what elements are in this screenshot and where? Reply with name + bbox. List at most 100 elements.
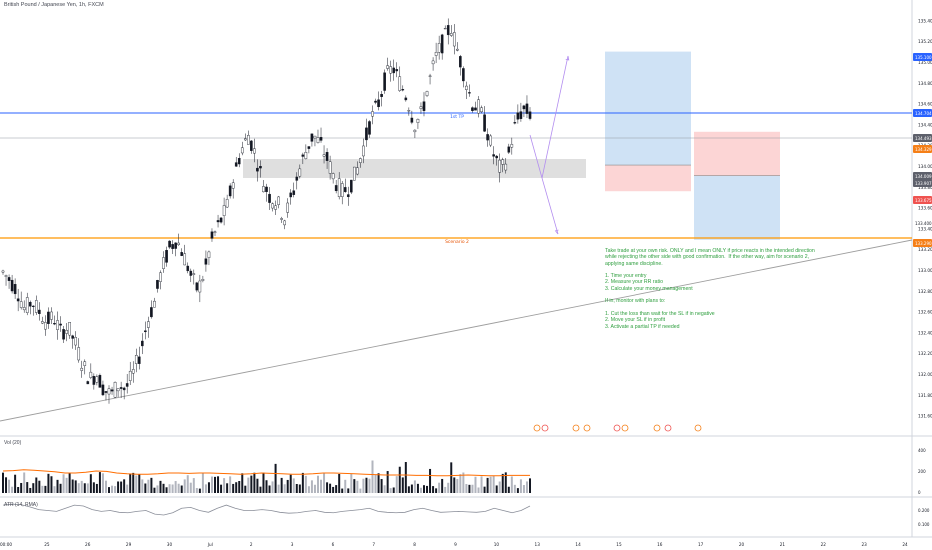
y-tick-label: 135.200	[918, 39, 932, 44]
x-tick-label: 23	[861, 542, 867, 547]
volume-bar	[138, 474, 141, 493]
event-marker-icon	[664, 424, 672, 432]
y-tick-label: 135.400	[918, 18, 932, 23]
candle-body	[74, 337, 77, 346]
volume-bar	[232, 483, 235, 493]
volume-axis-label: 200	[918, 469, 926, 474]
candle-body	[474, 107, 477, 111]
candle-body	[353, 166, 356, 181]
volume-bar	[435, 488, 438, 493]
event-marker-icon	[572, 424, 580, 432]
x-tick-label: 22	[821, 542, 827, 547]
candle-body	[147, 321, 150, 328]
volume-bar	[429, 468, 432, 493]
candle-body	[204, 258, 208, 265]
candle-body	[416, 119, 420, 123]
candle-body	[377, 99, 380, 108]
candle-body	[331, 173, 335, 180]
candle-body	[504, 163, 508, 171]
candle-body	[137, 356, 141, 364]
volume-bar	[98, 472, 101, 493]
volume-bar	[377, 473, 380, 493]
candle-body	[119, 387, 123, 389]
volume-bar	[71, 479, 74, 493]
volume-bar	[38, 480, 41, 493]
volume-bar	[307, 486, 310, 493]
candle-body	[177, 242, 180, 246]
candle-body	[247, 135, 250, 145]
volume-bar	[389, 488, 392, 493]
candle-body	[47, 311, 50, 324]
candle-body	[62, 329, 65, 340]
volume-bar	[11, 486, 14, 493]
volume-bar	[35, 477, 38, 493]
volume-bar	[283, 484, 286, 493]
candle-body	[422, 101, 426, 111]
volume-bar	[335, 485, 338, 493]
candle-body	[168, 240, 171, 248]
candle-body	[295, 176, 299, 181]
volume-bar	[162, 483, 165, 493]
volume-bar	[341, 488, 344, 493]
volume-bar	[525, 481, 528, 493]
price-tag-label: 133.290	[915, 241, 932, 246]
volume-bar	[462, 472, 465, 493]
price-tag	[913, 53, 932, 61]
y-tick-label: 131.600	[918, 414, 932, 419]
volume-bar	[380, 479, 383, 493]
candle-body	[89, 371, 93, 378]
volume-bar	[456, 479, 459, 493]
candle-body	[407, 110, 411, 112]
candle-body	[41, 321, 44, 324]
candle-body	[28, 301, 32, 307]
volume-bar	[510, 476, 513, 493]
volume-bar	[226, 483, 229, 493]
candle-body	[413, 129, 417, 133]
candle-body	[4, 275, 8, 277]
volume-bar	[41, 485, 44, 493]
candle-body	[222, 205, 226, 216]
x-tick-label: 15	[616, 542, 622, 547]
volume-bar	[450, 462, 453, 493]
x-tick-label: Jul	[207, 542, 213, 547]
candle-body	[522, 105, 526, 110]
candle-body	[192, 273, 196, 275]
volume-bar	[338, 473, 341, 493]
candle-body	[186, 265, 190, 272]
candle-body	[452, 32, 456, 47]
volume-bar	[62, 474, 65, 493]
candle-body	[25, 297, 29, 313]
volume-bar	[347, 488, 350, 493]
volume-bar	[159, 480, 162, 493]
candle-body	[271, 203, 274, 209]
volume-bar	[310, 480, 313, 493]
volume-bar	[362, 478, 365, 493]
candle-body	[253, 148, 256, 154]
volume-bar	[241, 473, 244, 493]
x-tick-label: 16	[657, 542, 663, 547]
volume-bar	[26, 482, 29, 493]
x-tick-label: 26	[85, 542, 91, 547]
volume-bar	[220, 484, 223, 493]
x-tick-label: 9	[454, 542, 457, 547]
volume-bar	[92, 482, 95, 493]
candle-body	[328, 161, 332, 174]
candle-body	[240, 147, 244, 154]
volume-bar	[407, 486, 410, 493]
candle-body	[389, 66, 392, 74]
volume-bar	[444, 486, 447, 493]
candle-body	[428, 75, 432, 77]
candle-body	[437, 43, 441, 53]
candle-body	[459, 56, 462, 68]
candle-body	[289, 192, 293, 198]
candle-body	[434, 52, 438, 56]
candle-body	[216, 220, 220, 223]
scenario-2-label: Scenario 2	[445, 239, 469, 245]
y-tick-label: 134.600	[918, 102, 932, 107]
y-tick-label: 134.800	[918, 81, 932, 86]
candle-body	[231, 182, 235, 189]
candle-body	[165, 249, 168, 263]
volume-bar	[313, 484, 316, 493]
volume-bar	[192, 478, 195, 493]
